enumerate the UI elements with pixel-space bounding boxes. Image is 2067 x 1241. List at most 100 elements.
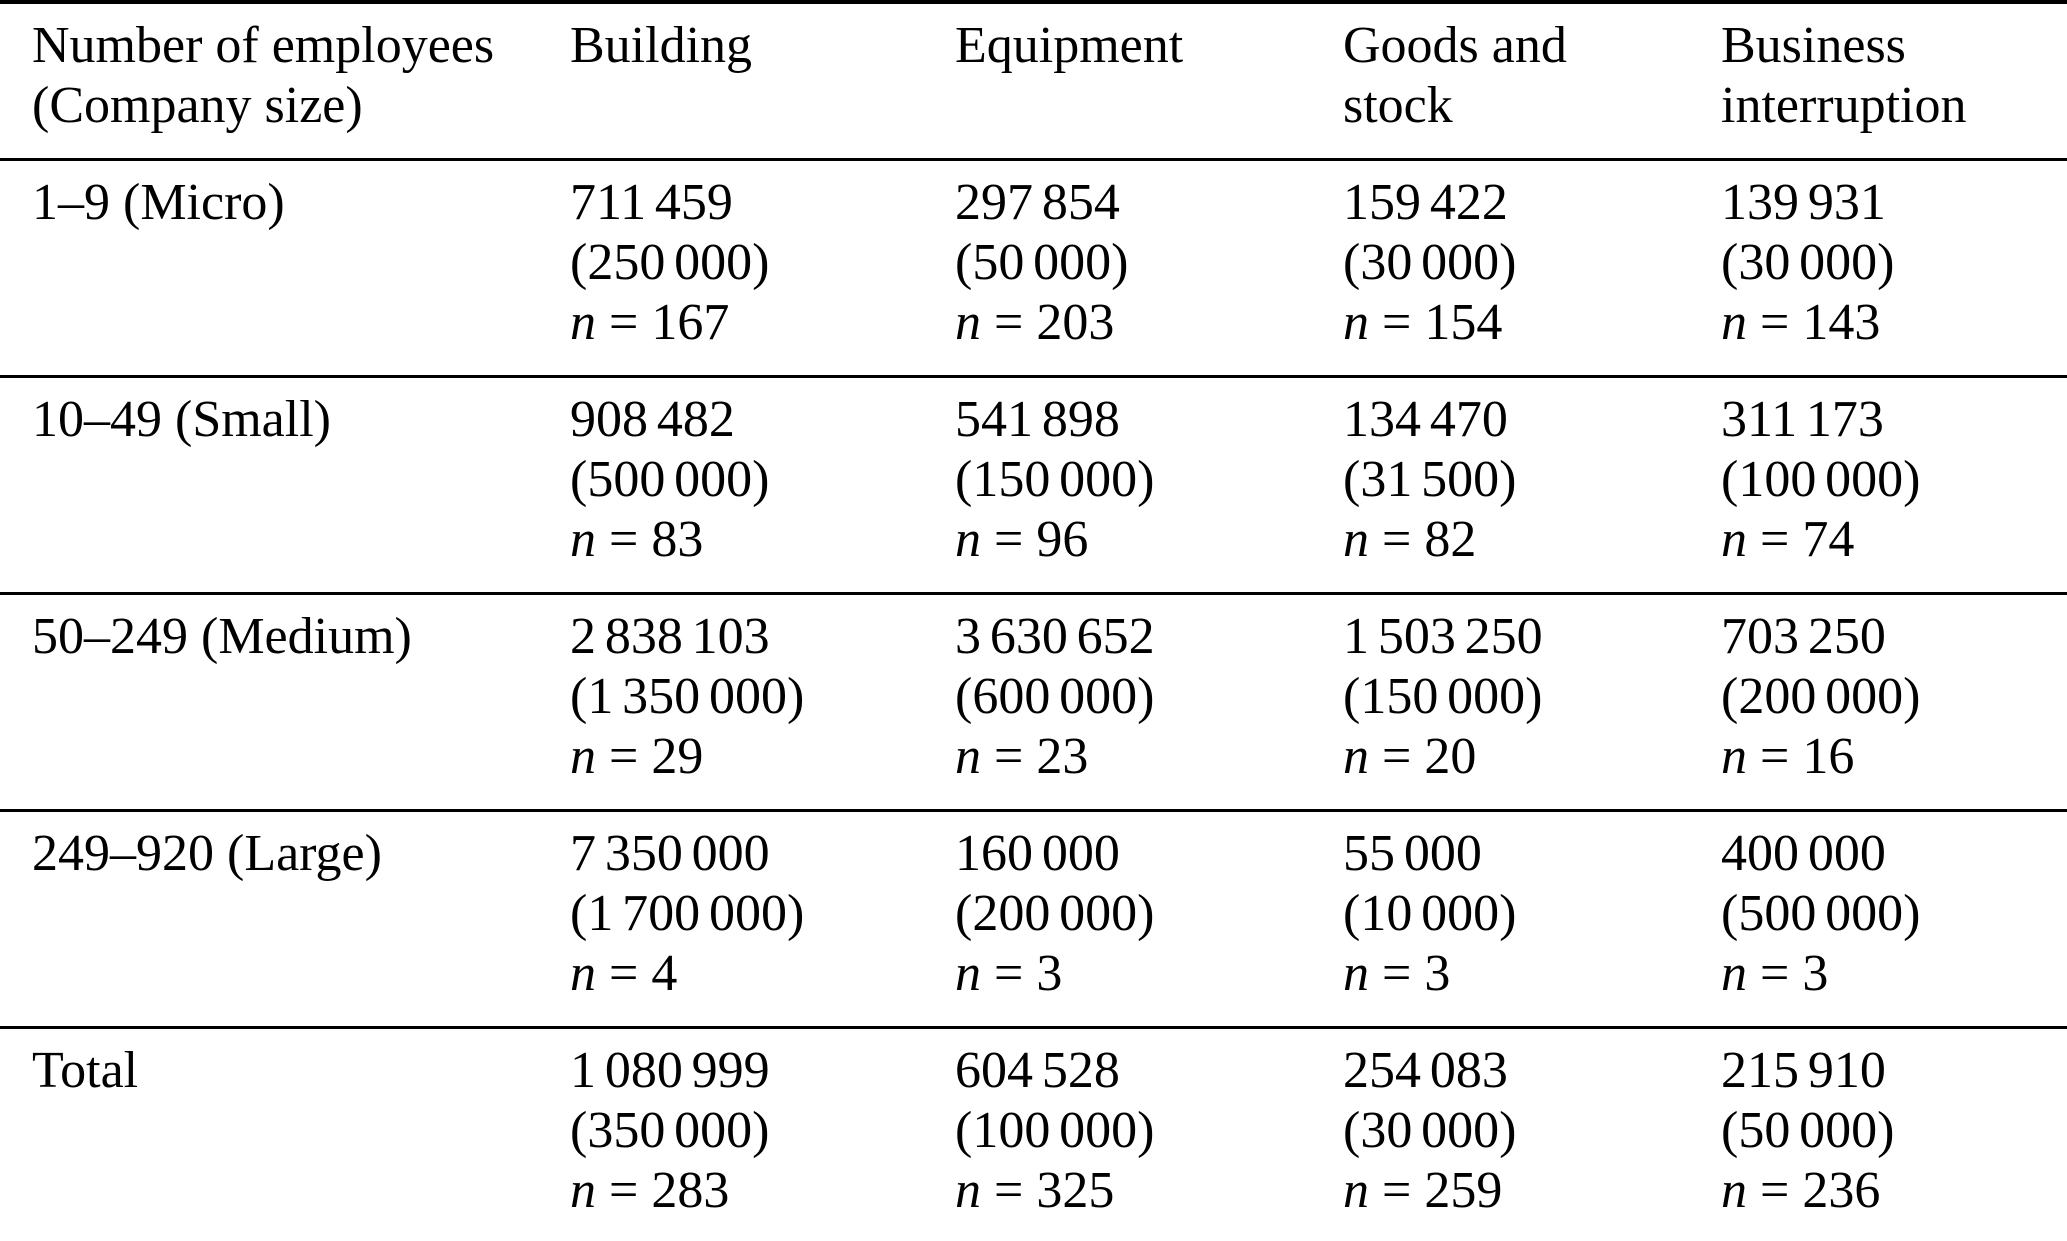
value-cell-building: 711 459 (250 000) n = 167 xyxy=(570,160,955,377)
n-count: 167 xyxy=(651,294,730,351)
header-line: interruption xyxy=(1721,77,1967,134)
value-cell-equipment: 297 854 (50 000) n = 203 xyxy=(955,160,1343,377)
equals-sign: = xyxy=(609,294,639,351)
sample-size: n = 96 xyxy=(955,510,1335,570)
sample-size: n = 74 xyxy=(1721,510,2059,570)
sample-size: n = 3 xyxy=(1721,944,2059,1004)
value-cell-equipment: 604 528 (100 000) n = 325 xyxy=(955,1028,1343,1241)
median-value: (100 000) xyxy=(1721,451,1921,508)
mean-value: 1 503 250 xyxy=(1343,608,1543,665)
sample-size: n = 3 xyxy=(955,944,1335,1004)
value-cell-interruption: 215 910 (50 000) n = 236 xyxy=(1721,1028,2067,1241)
n-symbol: n xyxy=(1343,294,1369,351)
n-symbol: n xyxy=(955,728,981,785)
table-row-large: 249–920 (Large) 7 350 000 (1 700 000) n … xyxy=(0,811,2067,1028)
value-cell-equipment: 3 630 652 (600 000) n = 23 xyxy=(955,594,1343,811)
mean-value: 400 000 xyxy=(1721,825,1886,882)
median-value: (150 000) xyxy=(955,451,1155,508)
n-symbol: n xyxy=(1721,728,1747,785)
mean-value: 908 482 xyxy=(570,391,735,448)
mean-value: 703 250 xyxy=(1721,608,1886,665)
median-value: (30 000) xyxy=(1343,234,1517,291)
equals-sign: = xyxy=(1760,511,1790,568)
n-count: 143 xyxy=(1802,294,1881,351)
header-company-size: Number of employees (Company size) xyxy=(0,2,570,160)
sample-size: n = 325 xyxy=(955,1161,1335,1221)
n-count: 3 xyxy=(1036,945,1063,1002)
n-count: 29 xyxy=(651,728,704,785)
median-value: (350 000) xyxy=(570,1102,770,1159)
mean-value: 297 854 xyxy=(955,174,1120,231)
mean-value: 159 422 xyxy=(1343,174,1508,231)
n-symbol: n xyxy=(1343,945,1369,1002)
row-label: 50–249 (Medium) xyxy=(32,608,412,665)
mean-value: 55 000 xyxy=(1343,825,1482,882)
mean-value: 1 080 999 xyxy=(570,1042,770,1099)
sample-size: n = 203 xyxy=(955,293,1335,353)
value-cell-building: 908 482 (500 000) n = 83 xyxy=(570,377,955,594)
mean-value: 139 931 xyxy=(1721,174,1886,231)
n-count: 4 xyxy=(651,945,678,1002)
n-symbol: n xyxy=(1343,1162,1369,1219)
median-value: (100 000) xyxy=(955,1102,1155,1159)
n-count: 96 xyxy=(1036,511,1089,568)
value-cell-building: 1 080 999 (350 000) n = 283 xyxy=(570,1028,955,1241)
median-value: (10 000) xyxy=(1343,885,1517,942)
median-value: (30 000) xyxy=(1721,234,1895,291)
median-value: (150 000) xyxy=(1343,668,1543,725)
header-line: Number of employees xyxy=(32,17,495,74)
sample-size: n = 20 xyxy=(1343,727,1713,787)
mean-value: 3 630 652 xyxy=(955,608,1155,665)
n-symbol: n xyxy=(1721,945,1747,1002)
equals-sign: = xyxy=(994,294,1024,351)
median-value: (500 000) xyxy=(1721,885,1921,942)
value-cell-goods: 159 422 (30 000) n = 154 xyxy=(1343,160,1721,377)
n-count: 82 xyxy=(1424,511,1477,568)
equals-sign: = xyxy=(994,728,1024,785)
sample-size: n = 154 xyxy=(1343,293,1713,353)
sample-size: n = 3 xyxy=(1343,944,1713,1004)
n-count: 236 xyxy=(1802,1162,1881,1219)
n-symbol: n xyxy=(1343,728,1369,785)
median-value: (1 350 000) xyxy=(570,668,805,725)
sample-size: n = 283 xyxy=(570,1161,947,1221)
header-line: Business xyxy=(1721,17,1906,74)
value-cell-interruption: 400 000 (500 000) n = 3 xyxy=(1721,811,2067,1028)
row-label: 10–49 (Small) xyxy=(32,391,331,448)
equals-sign: = xyxy=(609,511,639,568)
row-label: Total xyxy=(32,1042,139,1099)
sample-size: n = 236 xyxy=(1721,1161,2059,1221)
header-building: Building xyxy=(570,2,955,160)
row-label: 249–920 (Large) xyxy=(32,825,382,882)
n-symbol: n xyxy=(1721,294,1747,351)
mean-value: 134 470 xyxy=(1343,391,1508,448)
median-value: (250 000) xyxy=(570,234,770,291)
n-count: 3 xyxy=(1802,945,1829,1002)
sample-size: n = 83 xyxy=(570,510,947,570)
n-symbol: n xyxy=(1343,511,1369,568)
header-row: Number of employees (Company size) Build… xyxy=(0,2,2067,160)
median-value: (600 000) xyxy=(955,668,1155,725)
n-count: 259 xyxy=(1424,1162,1503,1219)
n-symbol: n xyxy=(570,294,596,351)
equals-sign: = xyxy=(609,1162,639,1219)
header-equipment: Equipment xyxy=(955,2,1343,160)
sample-size: n = 4 xyxy=(570,944,947,1004)
value-cell-interruption: 703 250 (200 000) n = 16 xyxy=(1721,594,2067,811)
n-count: 74 xyxy=(1802,511,1855,568)
mean-value: 2 838 103 xyxy=(570,608,770,665)
mean-value: 604 528 xyxy=(955,1042,1120,1099)
median-value: (1 700 000) xyxy=(570,885,805,942)
equals-sign: = xyxy=(1382,1162,1412,1219)
median-value: (30 000) xyxy=(1343,1102,1517,1159)
sample-size: n = 82 xyxy=(1343,510,1713,570)
median-value: (500 000) xyxy=(570,451,770,508)
n-symbol: n xyxy=(570,728,596,785)
header-business-interruption: Business interruption xyxy=(1721,2,2067,160)
n-count: 154 xyxy=(1424,294,1503,351)
n-count: 3 xyxy=(1424,945,1451,1002)
header-line: Equipment xyxy=(955,17,1184,74)
equals-sign: = xyxy=(994,511,1024,568)
equals-sign: = xyxy=(1760,1162,1790,1219)
